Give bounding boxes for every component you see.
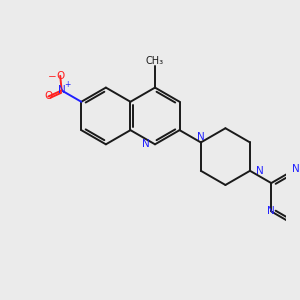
Text: CH₃: CH₃: [146, 56, 164, 66]
Text: N: N: [58, 85, 65, 95]
Text: +: +: [65, 80, 71, 89]
Text: −: −: [48, 72, 57, 82]
Text: N: N: [142, 139, 150, 149]
Text: N: N: [197, 132, 205, 142]
Text: N: N: [292, 164, 300, 174]
Text: O: O: [56, 71, 64, 81]
Text: N: N: [267, 206, 275, 216]
Text: N: N: [256, 166, 264, 176]
Text: O: O: [44, 92, 52, 101]
